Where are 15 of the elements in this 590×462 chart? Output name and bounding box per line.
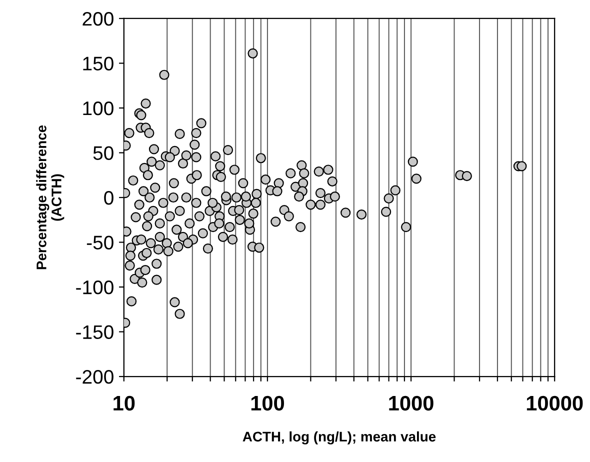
x-tick-label: 10000 [526,396,583,411]
y-tick-label: -100 [76,280,114,294]
y-tick-label: 50 [93,146,114,160]
y-tick-label: 200 [82,12,114,26]
y-tick-label: -200 [76,370,114,384]
x-axis-title: ACTH, log (ng/L); mean value [242,431,436,444]
y-tick-label: 150 [83,56,114,70]
y-tick-label: -150 [76,325,114,340]
y-tick-label: 0 [104,190,114,205]
x-tick-label: 100 [251,396,284,411]
y-axis-title: Percentage difference (ACTH) [36,125,64,270]
x-tick-label: 10 [114,396,135,411]
y-tick-label: 100 [83,101,114,116]
y-tick-label: -50 [86,236,114,250]
x-tick-label: 1000 [389,396,434,411]
